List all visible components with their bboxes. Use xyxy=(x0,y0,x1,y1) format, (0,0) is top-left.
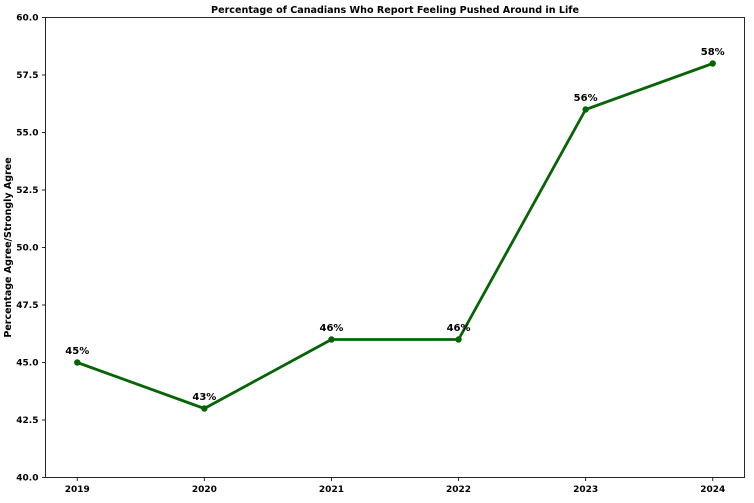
data-point-marker xyxy=(74,359,81,366)
plot-border xyxy=(45,17,745,478)
data-point-marker xyxy=(328,336,335,343)
y-tick-label: 52.5 xyxy=(16,186,38,196)
x-tick-label: 2023 xyxy=(573,485,598,495)
y-tick-label: 57.5 xyxy=(16,71,38,81)
x-tick-label: 2019 xyxy=(65,485,90,495)
y-tick-label: 42.5 xyxy=(16,416,38,426)
data-point-label: 43% xyxy=(192,392,216,403)
chart-title: Percentage of Canadians Who Report Feeli… xyxy=(211,5,579,16)
data-point-marker xyxy=(201,405,208,412)
data-point-label: 58% xyxy=(701,47,725,58)
trend-line xyxy=(75,62,715,410)
data-point-label: 46% xyxy=(447,323,471,334)
x-tick-label: 2024 xyxy=(700,485,725,495)
y-axis-label: Percentage Agree/Strongly Agree xyxy=(3,157,14,337)
data-point-marker xyxy=(582,106,589,113)
data-point-label: 46% xyxy=(319,323,343,334)
data-point-label: 56% xyxy=(574,93,598,104)
y-tick-label: 55.0 xyxy=(16,129,38,139)
y-tick-label: 47.5 xyxy=(16,301,38,311)
data-point-marker xyxy=(455,336,462,343)
x-tick-label: 2020 xyxy=(192,485,217,495)
y-tick-label: 50.0 xyxy=(16,244,38,254)
data-point-label: 45% xyxy=(65,346,89,357)
y-tick-label: 60.0 xyxy=(16,14,38,24)
x-tick-label: 2021 xyxy=(319,485,344,495)
data-point-marker xyxy=(709,60,716,67)
y-tick-label: 40.0 xyxy=(16,474,38,484)
x-tick-label: 2022 xyxy=(446,485,471,495)
y-tick-label: 45.0 xyxy=(16,359,38,369)
